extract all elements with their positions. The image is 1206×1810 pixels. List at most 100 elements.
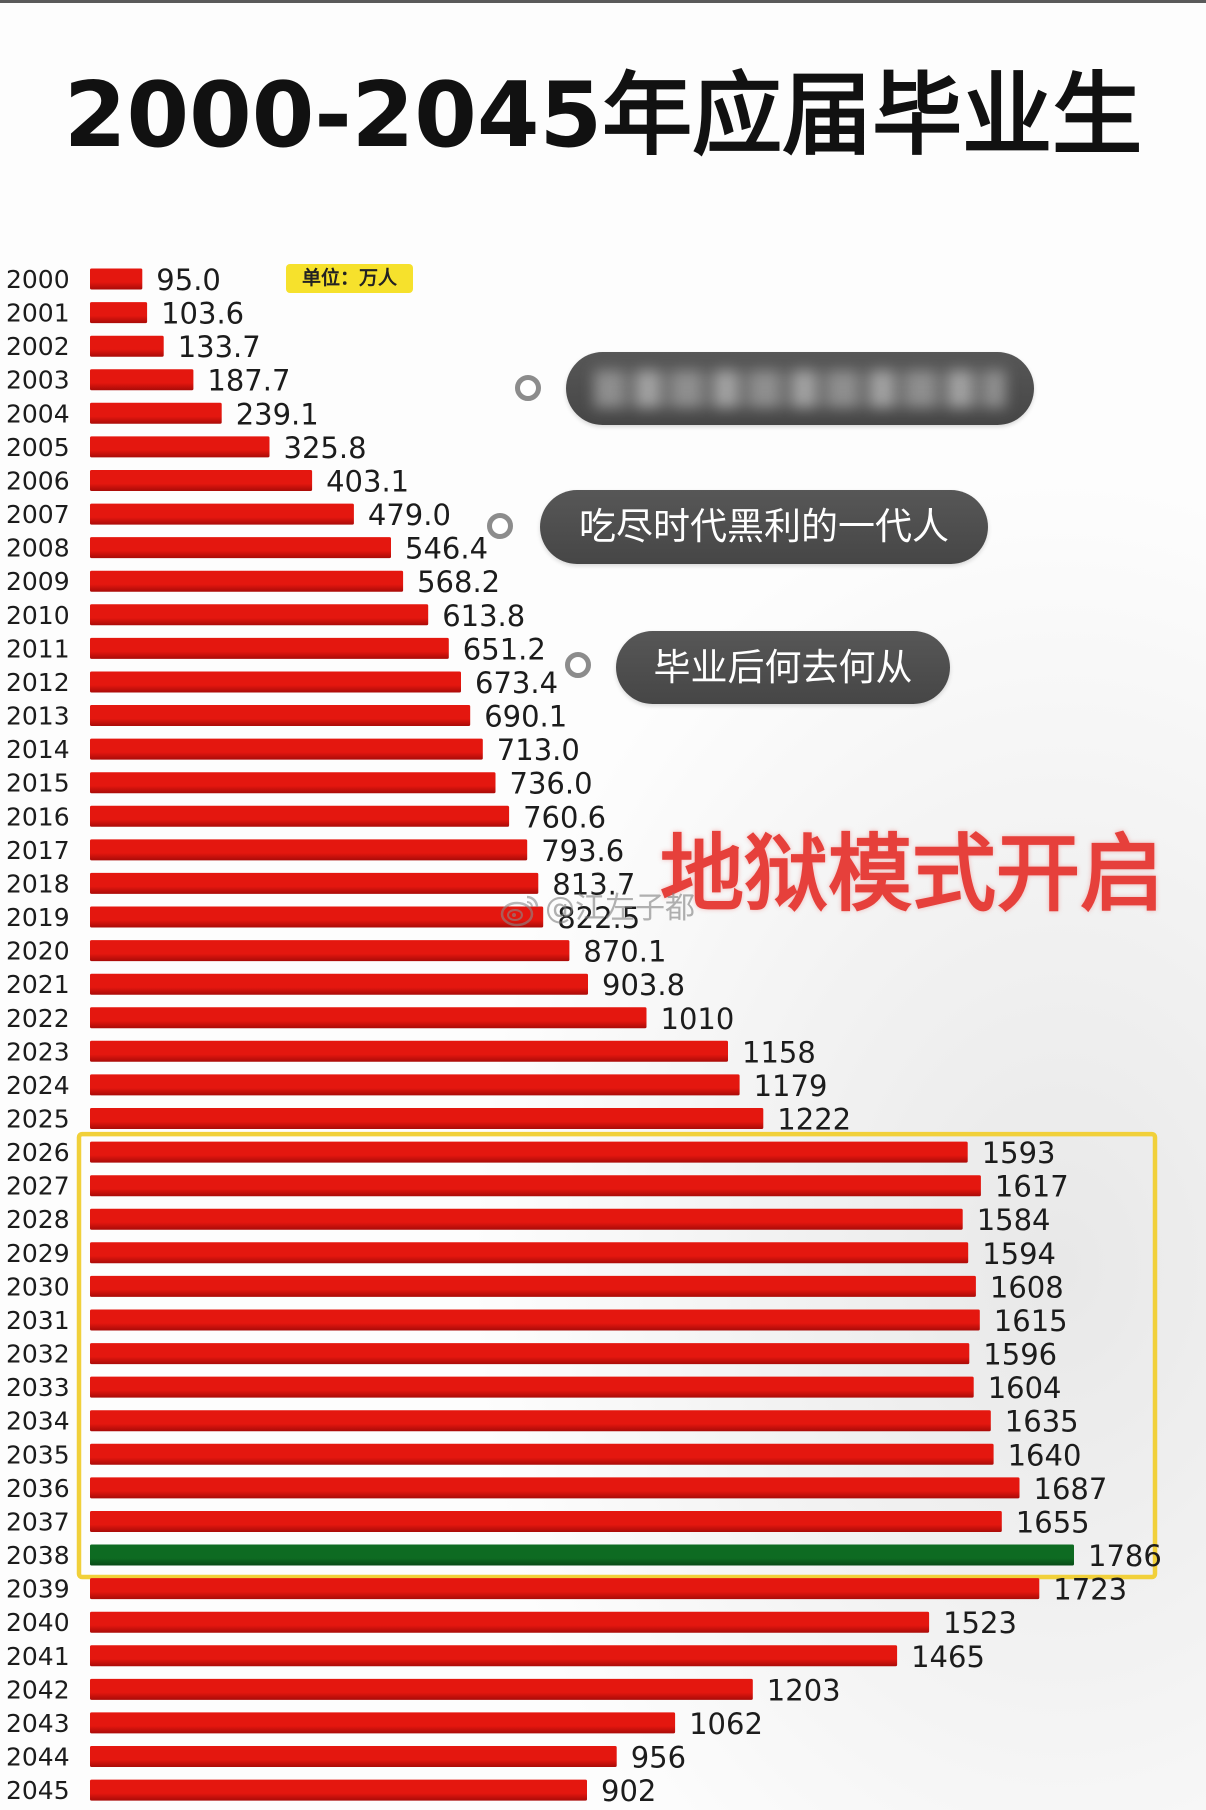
value-label-2044: 956: [631, 1741, 686, 1775]
year-label-2021: 2021: [6, 970, 70, 999]
value-label-2020: 870.1: [583, 935, 666, 969]
value-label-2018: 813.7: [552, 867, 635, 901]
value-label-2005: 325.8: [284, 431, 367, 465]
bar-2007: [90, 503, 354, 525]
year-label-2028: 2028: [6, 1205, 70, 1234]
value-label-2036: 1687: [1034, 1472, 1108, 1506]
value-label-2026: 1593: [982, 1136, 1056, 1170]
bar-2026: [90, 1141, 968, 1163]
bar-2024: [90, 1074, 740, 1096]
callout-ring-icon: [565, 652, 591, 678]
bar-2003: [90, 369, 194, 391]
highlight-box-layer: [76, 1131, 1158, 1580]
hell-mode-banner: 地狱模式开启: [660, 825, 1165, 923]
bars-layer: [90, 268, 1074, 1801]
bar-2006: [90, 470, 313, 491]
bar-2031: [90, 1309, 980, 1331]
year-label-2019: 2019: [6, 903, 70, 932]
year-label-2012: 2012: [6, 668, 70, 697]
value-label-2011: 651.2: [463, 632, 546, 666]
callout-after-graduation: 毕业后何去何从: [616, 631, 950, 704]
year-label-2007: 2007: [6, 500, 70, 529]
value-label-2024: 1179: [754, 1069, 828, 1103]
value-label-2017: 793.6: [541, 834, 624, 868]
value-label-2025: 1222: [777, 1103, 851, 1137]
value-label-2006: 403.1: [326, 465, 409, 499]
value-label-2019: 822.5: [557, 901, 640, 935]
bar-2023: [90, 1040, 728, 1062]
value-label-2009: 568.2: [417, 565, 500, 599]
bar-2041: [90, 1645, 898, 1667]
bar-2033: [90, 1376, 974, 1398]
bar-2020: [90, 940, 570, 962]
bar-2015: [90, 772, 496, 794]
year-label-2020: 2020: [6, 937, 70, 966]
year-label-2022: 2022: [6, 1004, 70, 1033]
bar-2034: [90, 1410, 991, 1432]
year-label-2002: 2002: [6, 332, 70, 361]
bar-2016: [90, 805, 510, 827]
bar-2038: [90, 1544, 1074, 1566]
year-label-2036: 2036: [6, 1474, 70, 1503]
bar-2014: [90, 738, 483, 760]
year-label-2006: 2006: [6, 467, 70, 496]
watermark: @江左子都: [545, 891, 695, 926]
year-label-2027: 2027: [6, 1172, 70, 1201]
value-label-2043: 1062: [689, 1707, 763, 1741]
value-label-2037: 1655: [1016, 1506, 1090, 1540]
year-label-2045: 2045: [6, 1776, 70, 1805]
bar-2042: [90, 1678, 753, 1700]
bar-2025: [90, 1108, 764, 1129]
value-label-2040: 1523: [943, 1606, 1017, 1640]
bar-2002: [90, 335, 164, 357]
year-label-2041: 2041: [6, 1642, 70, 1671]
value-label-2031: 1615: [994, 1304, 1068, 1338]
value-label-2042: 1203: [767, 1673, 841, 1707]
bar-2040: [90, 1611, 930, 1633]
year-label-2033: 2033: [6, 1373, 70, 1402]
callout-generation: 吃尽时代黑利的一代人: [540, 490, 988, 564]
value-label-2007: 479.0: [368, 498, 451, 532]
bar-2011: [90, 637, 449, 659]
bar-2010: [90, 604, 429, 626]
year-label-2031: 2031: [6, 1306, 70, 1335]
year-label-2011: 2011: [6, 634, 70, 663]
value-label-2039: 1723: [1053, 1573, 1127, 1607]
value-label-2028: 1584: [977, 1203, 1051, 1237]
value-label-2027: 1617: [995, 1170, 1069, 1204]
bar-2019: [90, 906, 544, 928]
callout-ring-icon: [487, 513, 513, 539]
bar-2036: [90, 1477, 1020, 1499]
year-label-2024: 2024: [6, 1071, 70, 1100]
year-label-2004: 2004: [6, 399, 70, 428]
value-label-2038: 1786: [1088, 1539, 1162, 1573]
bar-2029: [90, 1242, 969, 1264]
blurred-callout-content: [594, 370, 1006, 408]
bar-2001: [90, 302, 148, 324]
bar-2035: [90, 1443, 994, 1465]
value-label-2035: 1640: [1008, 1438, 1082, 1472]
top-border: [0, 0, 1206, 3]
value-label-2033: 1604: [988, 1371, 1062, 1405]
value-label-2022: 1010: [661, 1002, 735, 1036]
year-label-2001: 2001: [6, 299, 70, 328]
year-label-2040: 2040: [6, 1608, 70, 1637]
value-label-2013: 690.1: [484, 700, 567, 734]
blurred-callout: [566, 352, 1034, 425]
unit-badge: 单位：万人: [286, 264, 413, 293]
bar-2044: [90, 1746, 617, 1767]
year-label-2023: 2023: [6, 1037, 70, 1066]
value-label-2041: 1465: [911, 1640, 985, 1674]
bar-2000: [90, 268, 143, 290]
highlight-box: [76, 1131, 1158, 1580]
year-label-2025: 2025: [6, 1105, 70, 1134]
year-label-2037: 2037: [6, 1508, 70, 1537]
value-label-2000: 95.0: [156, 263, 221, 297]
value-label-2016: 760.6: [523, 800, 606, 834]
value-label-2029: 1594: [982, 1237, 1056, 1271]
year-label-2016: 2016: [6, 802, 70, 831]
year-label-2017: 2017: [6, 836, 70, 865]
year-label-2018: 2018: [6, 869, 70, 898]
bar-2004: [90, 402, 222, 424]
value-label-2015: 736.0: [510, 767, 593, 801]
